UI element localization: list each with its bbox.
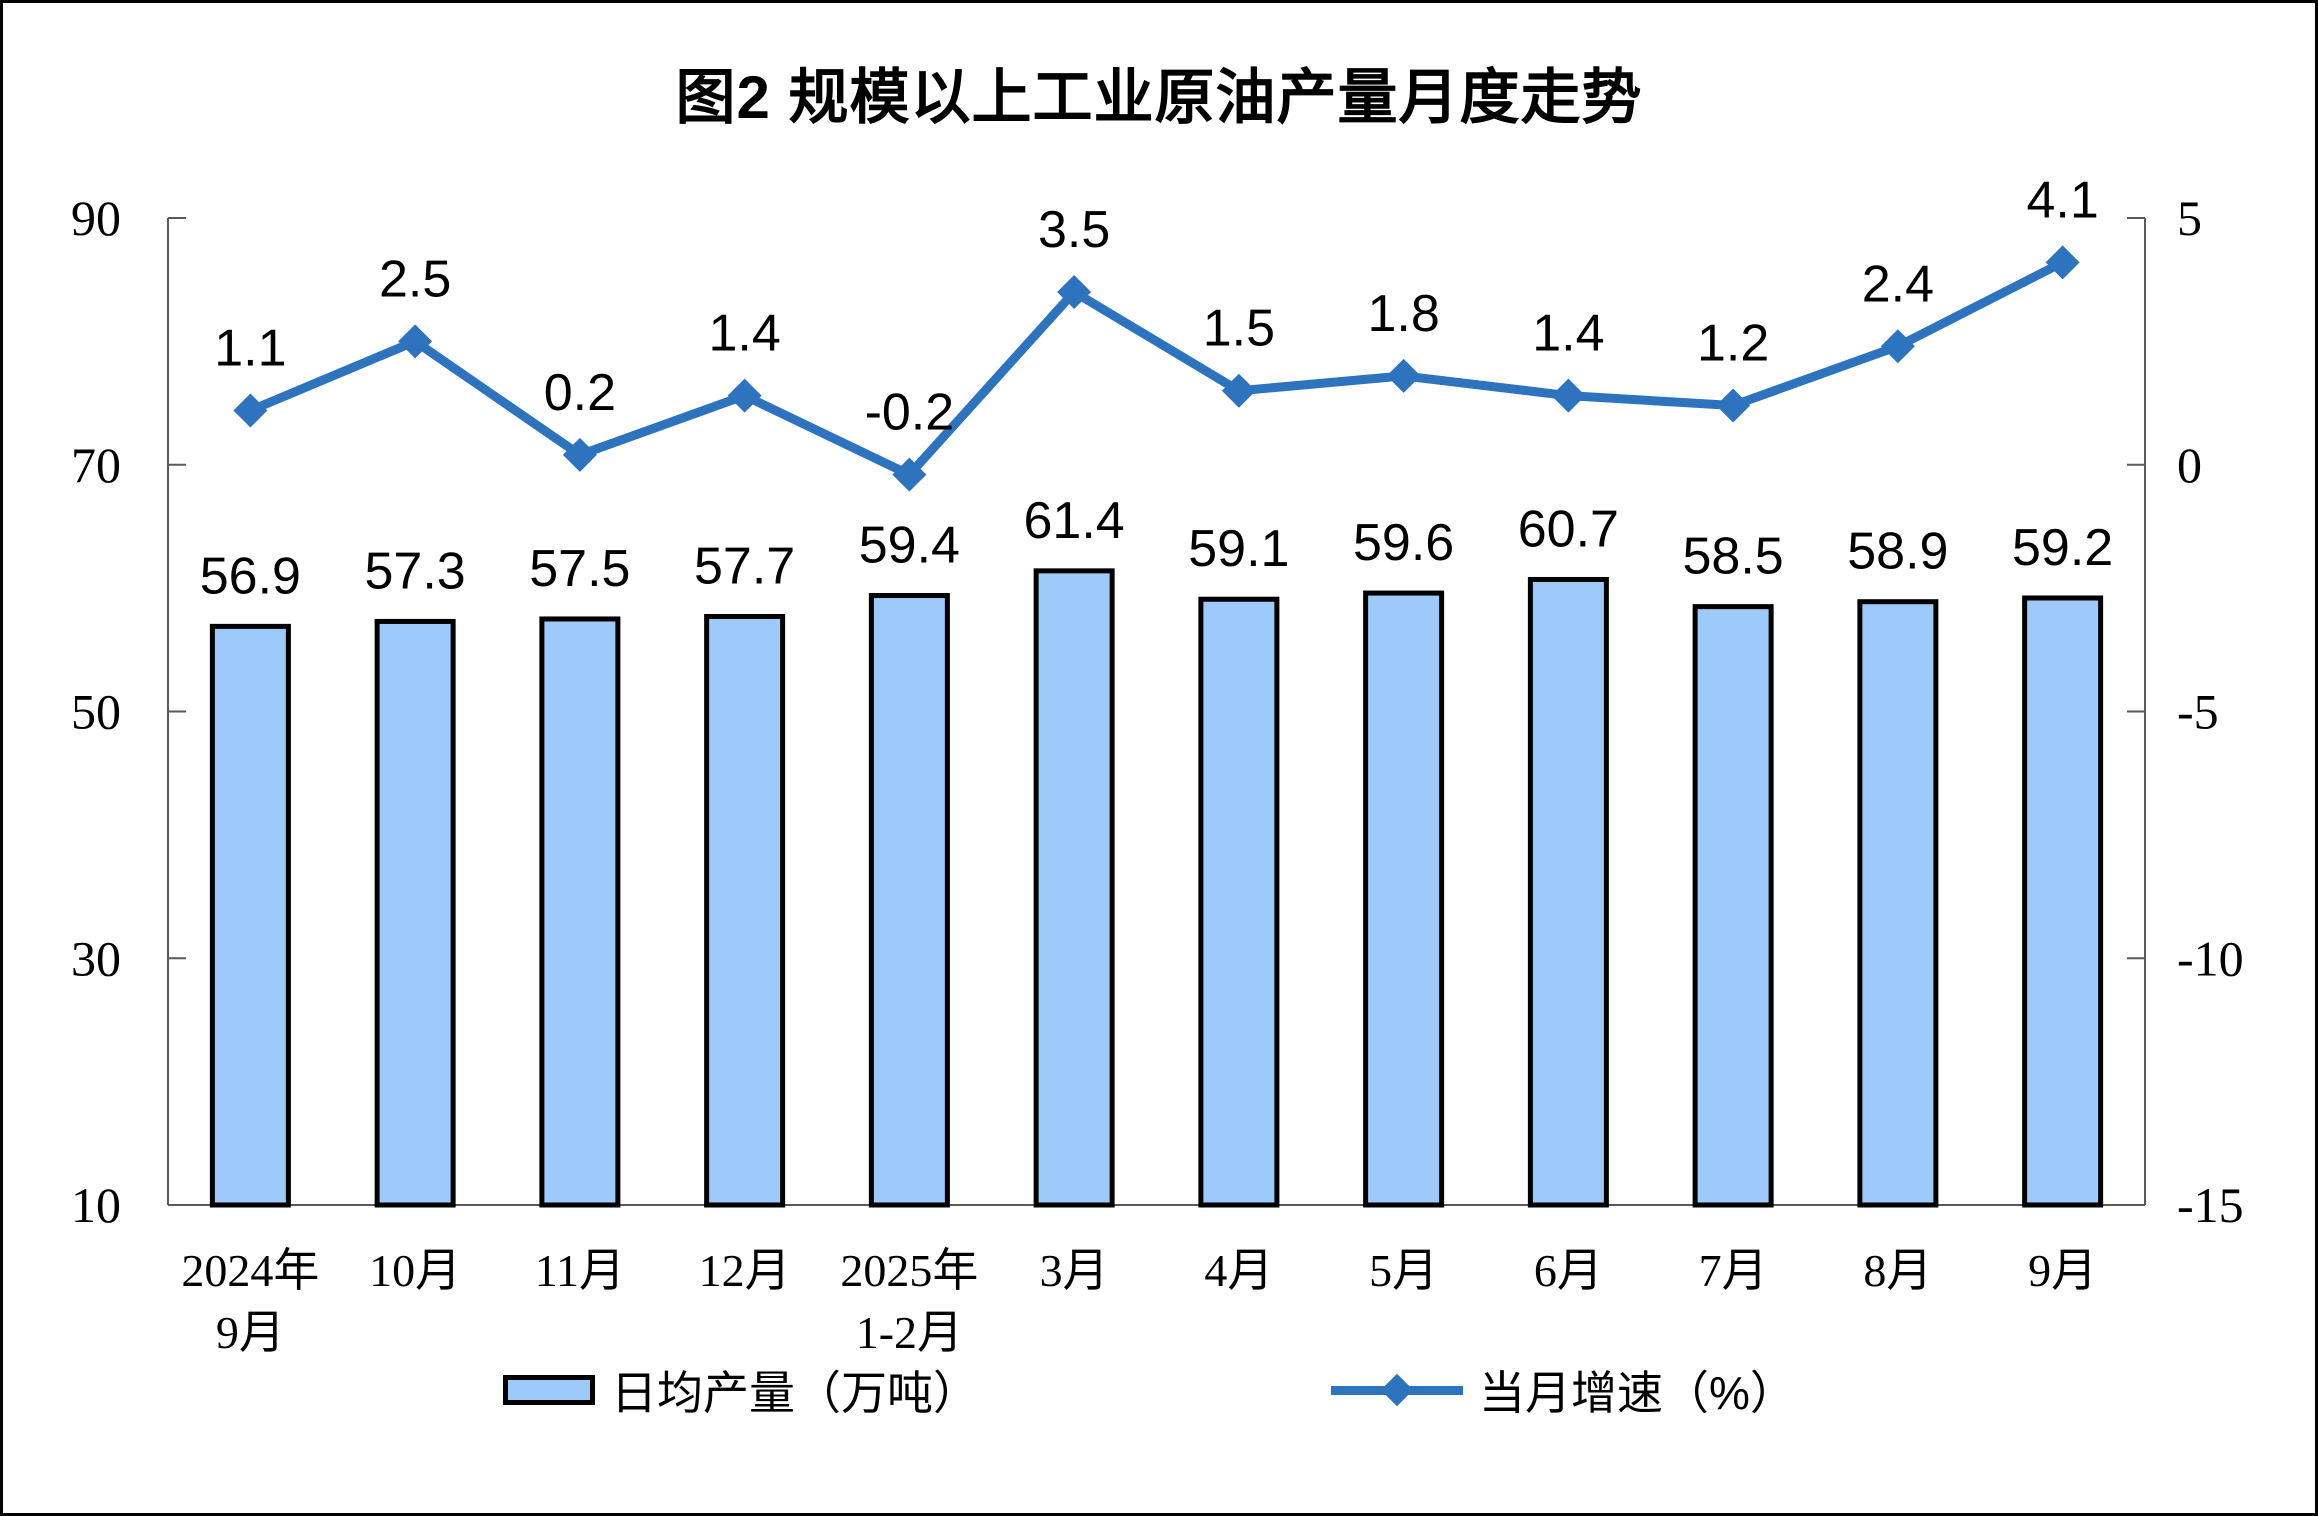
bar-value-label: 59.2 bbox=[2012, 519, 2113, 577]
x-category-label: 11月 bbox=[535, 1245, 625, 1296]
bar bbox=[1527, 576, 1609, 1208]
bar bbox=[1033, 568, 1115, 1208]
bar bbox=[1198, 596, 1280, 1208]
x-category-label: 9月 bbox=[2028, 1245, 2097, 1296]
bar-value-label: 57.3 bbox=[365, 542, 466, 600]
right-tick-label: -10 bbox=[2177, 930, 2244, 986]
line-value-label: 1.1 bbox=[214, 319, 286, 377]
line-value-label: 4.1 bbox=[2026, 171, 2098, 229]
left-tick-label: 90 bbox=[71, 190, 121, 246]
right-tick-label: -5 bbox=[2177, 684, 2219, 740]
line-value-label: 0.2 bbox=[544, 364, 616, 422]
line-marker bbox=[1551, 378, 1586, 413]
x-category-label: 12月 bbox=[699, 1245, 791, 1296]
left-tick-label: 10 bbox=[71, 1177, 121, 1233]
left-tick-label: 70 bbox=[71, 437, 121, 493]
legend-label-line: 当月增速（%） bbox=[1479, 1367, 1796, 1419]
bar-value-label: 59.1 bbox=[1188, 520, 1289, 578]
line-marker bbox=[233, 393, 268, 428]
line-value-label: -0.2 bbox=[865, 384, 955, 442]
bar-value-label: 60.7 bbox=[1518, 500, 1619, 558]
line-value-label: 1.5 bbox=[1203, 300, 1275, 358]
left-tick-label: 30 bbox=[71, 930, 121, 986]
bar bbox=[868, 593, 950, 1208]
bar-swatch-icon bbox=[503, 1375, 595, 1405]
line-value-label: 1.8 bbox=[1367, 285, 1439, 343]
bar-value-label: 59.4 bbox=[859, 517, 960, 575]
line-marker bbox=[1057, 275, 1092, 310]
line-marker bbox=[1880, 329, 1915, 364]
bar-value-label: 61.4 bbox=[1024, 492, 1125, 550]
bar bbox=[1857, 599, 1939, 1208]
bar bbox=[539, 616, 621, 1208]
line-swatch-icon bbox=[1331, 1373, 1463, 1407]
bar-value-label: 57.5 bbox=[529, 540, 630, 598]
line-marker bbox=[727, 378, 762, 413]
line-marker bbox=[398, 324, 433, 359]
line-marker bbox=[562, 437, 597, 472]
line-marker bbox=[892, 457, 927, 492]
bar-value-label: 57.7 bbox=[694, 538, 795, 596]
line-marker bbox=[1716, 388, 1751, 423]
right-tick-label: 5 bbox=[2177, 190, 2202, 246]
line-value-label: 3.5 bbox=[1038, 201, 1110, 259]
line-value-label: 1.2 bbox=[1697, 315, 1769, 373]
line-value-label: 1.4 bbox=[708, 305, 780, 363]
growth-line bbox=[245, 257, 2068, 480]
line-value-label: 2.4 bbox=[1862, 255, 1934, 313]
bar-value-label: 58.5 bbox=[1683, 528, 1784, 586]
left-tick-label: 50 bbox=[71, 684, 121, 740]
x-category-label: 4月 bbox=[1204, 1245, 1273, 1296]
line-marker bbox=[2045, 245, 2080, 280]
chart-title: 图2 规模以上工业原油产量月度走势 bbox=[675, 64, 1643, 131]
right-tick-label: 0 bbox=[2177, 437, 2202, 493]
bar bbox=[1692, 604, 1774, 1208]
bar-value-label: 58.9 bbox=[1847, 523, 1948, 581]
x-category-label: 5月 bbox=[1369, 1245, 1438, 1296]
x-category-label: 8月 bbox=[1863, 1245, 1932, 1296]
line-marker bbox=[1386, 358, 1421, 393]
x-category-label: 2024年 9月 bbox=[181, 1245, 319, 1358]
x-category-label: 7月 bbox=[1699, 1245, 1768, 1296]
bar bbox=[374, 618, 456, 1208]
line-value-label: 2.5 bbox=[379, 250, 451, 308]
line-value-label: 1.4 bbox=[1532, 305, 1604, 363]
x-category-label: 3月 bbox=[1040, 1245, 1109, 1296]
legend-label-bars: 日均产量（万吨） bbox=[611, 1367, 979, 1419]
bar bbox=[1363, 590, 1445, 1208]
right-tick-label: -15 bbox=[2177, 1177, 2244, 1233]
bar bbox=[2022, 595, 2104, 1208]
bar bbox=[704, 614, 786, 1208]
legend-item-line: 当月增速（%） bbox=[1331, 1361, 1796, 1419]
legend-item-bars: 日均产量（万吨） bbox=[503, 1361, 979, 1419]
bar-value-label: 56.9 bbox=[200, 547, 301, 605]
line-marker bbox=[1221, 373, 1256, 408]
bar bbox=[209, 623, 291, 1208]
x-category-label: 2025年 1-2月 bbox=[840, 1245, 978, 1358]
x-category-label: 10月 bbox=[369, 1245, 461, 1296]
line-swatch-diamond-icon bbox=[1380, 1373, 1414, 1407]
bar-value-label: 59.6 bbox=[1353, 514, 1454, 572]
x-category-label: 6月 bbox=[1534, 1245, 1603, 1296]
